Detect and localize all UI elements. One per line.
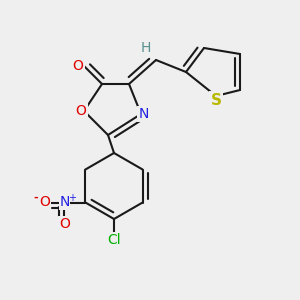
Text: O: O <box>40 196 50 209</box>
Text: H: H <box>140 41 151 55</box>
Text: O: O <box>73 59 83 73</box>
Text: O: O <box>59 217 70 230</box>
Text: S: S <box>211 93 221 108</box>
Text: O: O <box>76 104 86 118</box>
Text: Cl: Cl <box>107 233 121 247</box>
Text: +: + <box>68 193 76 203</box>
Text: -: - <box>34 193 38 203</box>
Text: N: N <box>59 196 70 209</box>
Text: N: N <box>139 107 149 121</box>
